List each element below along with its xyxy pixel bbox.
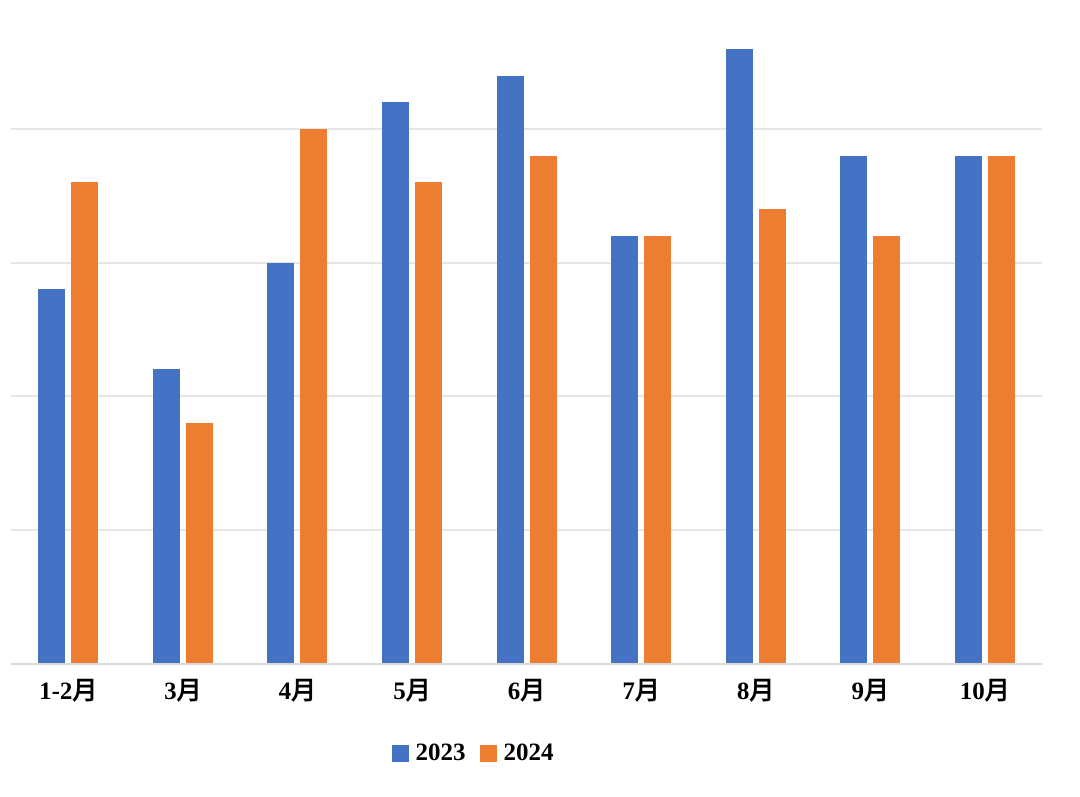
x-tick-label-5月: 5月 (393, 678, 431, 705)
x-tick-label-7月: 7月 (622, 678, 660, 705)
bar-2024-4月 (300, 129, 328, 663)
x-tick-label-4月: 4月 (278, 678, 317, 705)
legend-label-2024: 2024 (503, 739, 554, 766)
bar-2023-10月 (954, 155, 982, 663)
bar-2023-4月 (267, 262, 295, 663)
gridline (11, 261, 1042, 264)
bar-group-7月 (584, 0, 699, 663)
bar-2024-5月 (414, 182, 442, 663)
legend-item-2023: 2023 (391, 739, 466, 766)
bar-2024-10月 (987, 155, 1015, 663)
bar-group-4月 (240, 0, 355, 663)
x-tick-label-8月: 8月 (736, 678, 775, 705)
bar-2024-6月 (529, 155, 557, 663)
bar-2024-1-2月 (71, 182, 99, 663)
x-tick-label-6月: 6月 (507, 678, 546, 705)
bar-group-5月 (355, 0, 470, 663)
bar-2023-8月 (725, 48, 753, 663)
bar-2023-3月 (152, 369, 180, 663)
legend-label-2023: 2023 (415, 739, 466, 766)
bar-2024-7月 (644, 235, 672, 663)
gridline (11, 395, 1042, 397)
x-tick-label-3月: 3月 (164, 678, 202, 705)
legend: 2023 2024 (11, 740, 1042, 766)
legend-swatch-2024-icon (479, 744, 497, 762)
bar-group-6月 (469, 0, 584, 663)
bar-2024-3月 (185, 422, 213, 663)
bar-2023-6月 (496, 75, 524, 663)
bar-2023-5月 (381, 102, 409, 663)
x-axis-labels: 1-2月 3月 4月 5月 6月 7月 8月 9月 10月 (11, 677, 1042, 707)
bar-2024-9月 (873, 235, 901, 663)
plot-area (11, 0, 1042, 665)
bar-group-1-2月 (11, 0, 126, 663)
bar-group-3月 (126, 0, 241, 663)
gridline (11, 528, 1042, 531)
bar-group-10月 (928, 0, 1043, 663)
bar-2023-9月 (840, 155, 868, 663)
x-axis-line (11, 663, 1042, 665)
bar-group-8月 (698, 0, 813, 663)
bar-group-9月 (813, 0, 928, 663)
legend-item-2024: 2024 (479, 739, 554, 766)
bar-2024-8月 (758, 209, 786, 663)
bar-groups (11, 0, 1042, 663)
gridline (11, 128, 1042, 130)
x-tick-label-10月: 10月 (959, 678, 1010, 705)
legend-swatch-2023-icon (391, 744, 409, 762)
bar-2023-7月 (611, 235, 639, 663)
bar-2023-1-2月 (38, 289, 66, 663)
x-tick-label-1-2月: 1-2月 (39, 678, 98, 705)
x-tick-label-9月: 9月 (851, 678, 889, 705)
